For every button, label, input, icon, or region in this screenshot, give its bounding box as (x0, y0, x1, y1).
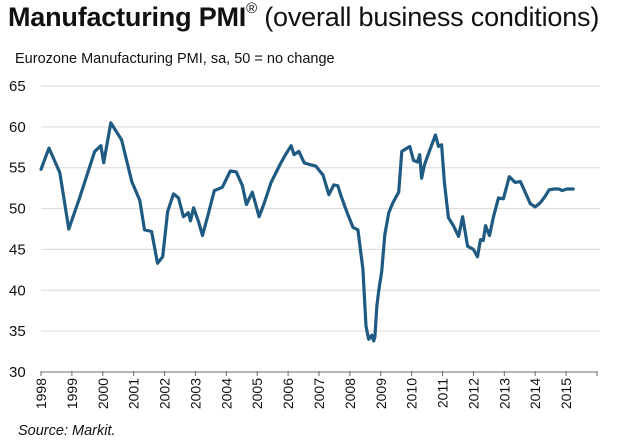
chart-title: Manufacturing PMI® (overall business con… (8, 0, 600, 33)
x-tick-label: 2000 (95, 378, 111, 409)
x-tick-label: 2012 (465, 378, 481, 409)
x-tick-label: 2010 (404, 378, 420, 409)
y-tick-label: 60 (9, 119, 26, 136)
x-tick-label: 2001 (126, 378, 142, 409)
y-tick-label: 30 (9, 364, 26, 381)
x-tick-label: 2015 (558, 378, 574, 409)
x-tick-label: 2002 (157, 378, 173, 409)
y-tick-label: 50 (9, 201, 26, 218)
x-tick-label: 1999 (64, 378, 80, 409)
x-tick-label: 2013 (496, 378, 512, 409)
x-tick-label: 1998 (33, 378, 49, 409)
x-tick-label: 2003 (187, 378, 203, 409)
y-tick-label: 35 (9, 323, 26, 340)
registered-mark: ® (246, 0, 257, 17)
y-tick-label: 45 (9, 241, 26, 258)
series-layer (39, 121, 575, 343)
x-tick-label: 2004 (218, 378, 234, 409)
x-tick-label: 2014 (527, 378, 543, 409)
x-tick-label: 2009 (373, 378, 389, 409)
x-tick-label: 2008 (342, 378, 358, 409)
chart-title-main: Manufacturing PMI (8, 2, 247, 32)
x-axis: 1998 1999 2000 2001 2002 2003 2004 2005 2006 2007… (33, 371, 598, 409)
gridlines (41, 85, 600, 332)
x-tick-label: 2006 (280, 378, 296, 409)
y-tick-label: 55 (9, 160, 26, 177)
y-tick-label: 65 (9, 78, 26, 95)
chart-subtitle: Eurozone Manufacturing PMI, sa, 50 = no … (15, 51, 335, 67)
chart-title-rest: (overall business conditions) (256, 2, 600, 32)
series-line-pmi (39, 121, 575, 343)
x-tick-label: 2007 (311, 378, 327, 409)
y-tick-label: 40 (9, 282, 26, 299)
source-note: Source: Markit. (18, 423, 116, 439)
y-axis: 65 60 55 50 45 40 35 30 (9, 78, 26, 381)
x-tick-label: 2011 (435, 378, 451, 408)
x-tick-label: 2005 (249, 378, 265, 409)
